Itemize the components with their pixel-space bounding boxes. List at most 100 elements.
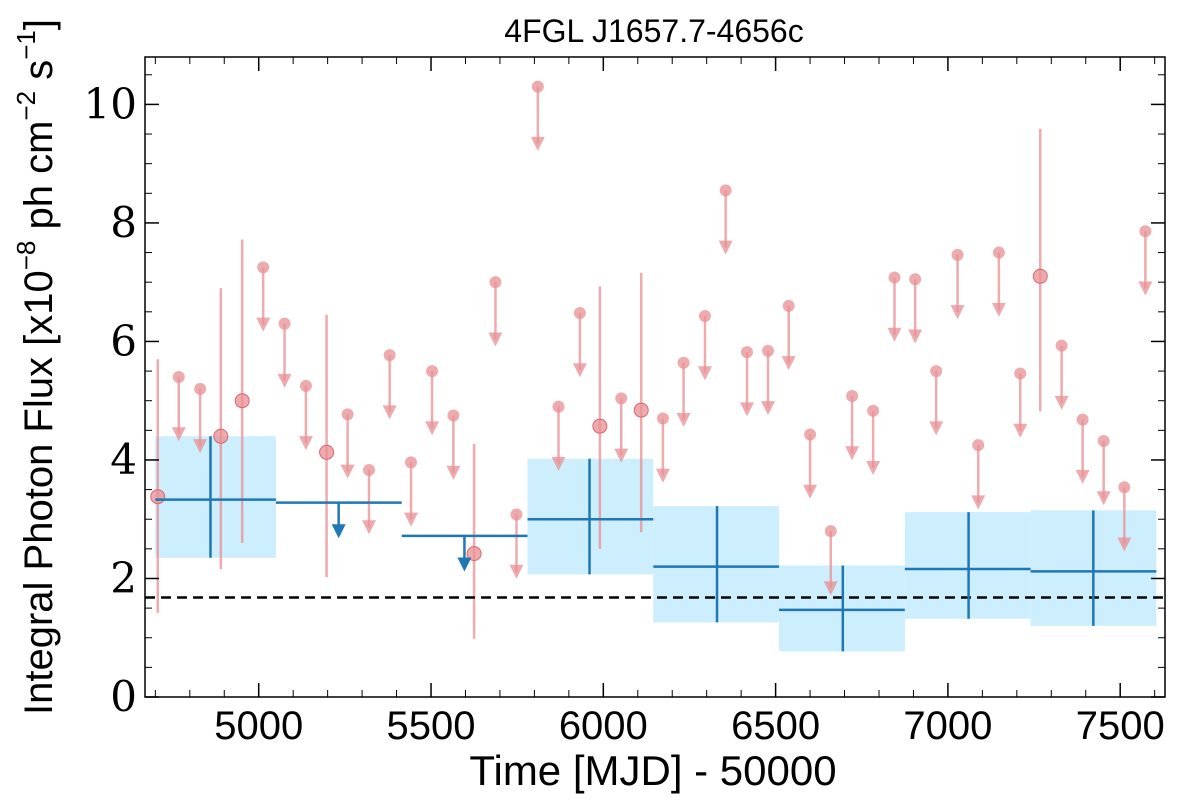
coarse-bin-series [155,436,1157,652]
fine-upper-limit-arrowhead [1054,395,1069,410]
fine-upper-limit-arrowhead [971,495,986,510]
fine-upper-limit-marker [741,346,754,359]
fine-upper-limit-marker [552,400,565,413]
fine-upper-limit-arrowhead [404,512,419,527]
fine-upper-limit-arrowhead [697,366,712,381]
fine-bin-series [150,80,1153,639]
fine-upper-limit-marker [489,276,502,289]
fine-upper-limit-arrowhead [1117,537,1132,552]
fine-upper-limit-marker [1097,435,1110,447]
x-tick-label: 7000 [903,704,992,748]
coarse-upper-limit-arrowhead [457,557,472,572]
fine-upper-limit-marker [656,412,669,425]
fine-upper-limit-arrowhead [845,446,860,461]
y-tick-label: 10 [84,79,137,128]
fine-upper-limit-arrowhead [171,427,186,442]
x-tick-label: 5000 [214,704,303,748]
x-tick-label: 6500 [731,704,820,748]
fine-upper-limit-arrowhead [950,305,965,320]
fine-upper-limit-arrowhead [740,402,755,417]
plot-axes: 5000 5500 6000 6500 7000 7500 0 2 4 6 8 10 [84,56,1166,748]
fine-upper-limit-marker [447,409,460,422]
fine-upper-limit-marker [677,356,690,369]
x-axis-title: Time [MJD] - 50000 [469,747,836,794]
chart-title: 4FGL J1657.7-4656c [504,13,803,49]
fine-upper-limit-marker [1139,225,1152,238]
fine-upper-limit-arrowhead [718,240,733,255]
fine-upper-limit-marker [426,365,439,378]
fine-upper-limit-arrowhead [866,461,881,476]
fine-upper-limit-arrowhead [781,356,796,371]
fine-upper-limit-marker [341,408,354,421]
fine-upper-limit-marker [762,344,775,357]
fine-upper-limit-arrowhead [761,401,776,416]
coarse-upper-limit-arrowhead [331,524,346,539]
fine-upper-limit-marker [1076,413,1089,426]
fine-upper-limit-arrowhead [908,329,923,344]
fine-upper-limit-marker [1014,367,1027,380]
fine-upper-limit-marker [782,299,795,312]
fine-upper-limit-marker [362,464,375,477]
fine-upper-limit-marker [909,273,922,286]
fine-detection-point [466,546,482,562]
fine-upper-limit-arrowhead [823,581,838,596]
coarse-bin-error-bands [155,436,1157,652]
y-axis-title: Integral Photon Flux [x10−8 ph cm−2 s−1] [11,19,61,715]
fine-detection-point [319,444,335,460]
fine-upper-limit-arrowhead [277,373,292,388]
fine-upper-limit-marker [194,382,207,395]
fine-upper-limit-arrowhead [1138,281,1153,296]
fine-upper-limit-arrowhead [446,465,461,480]
fine-upper-limit-arrowhead [298,436,313,451]
y-tick-label: 2 [110,553,137,602]
fine-upper-limit-marker [846,389,859,402]
fine-upper-limit-marker [573,307,586,319]
fine-upper-limit-arrowhead [887,327,902,342]
fine-upper-limit-marker [531,80,544,93]
fine-upper-limit-arrowhead [530,136,545,151]
fine-upper-limit-marker [972,439,985,452]
fine-upper-limit-arrowhead [1096,491,1111,506]
x-tick-label: 5500 [387,704,476,748]
fine-upper-limit-arrowhead [193,439,208,454]
fine-upper-limit-marker [867,404,880,417]
fine-upper-limit-marker [405,456,418,469]
fine-upper-limit-marker [1055,339,1068,352]
fine-detection-point [633,402,649,418]
y-tick-label: 0 [110,672,137,721]
fine-upper-limit-marker [698,309,711,322]
x-tick-label: 7500 [1076,704,1165,748]
fine-upper-limit-arrowhead [991,302,1006,317]
fine-detection-point [592,418,608,434]
fine-upper-limit-arrowhead [614,448,629,463]
fine-upper-limit-arrowhead [929,421,944,436]
plot-frame [144,56,1166,698]
fine-upper-limit-marker [257,261,270,274]
fine-upper-limit-marker [615,392,628,405]
fine-upper-limit-arrowhead [1013,423,1028,438]
fine-upper-limit-arrowhead [256,317,271,332]
fine-upper-limit-arrowhead [382,405,397,420]
y-tick-label: 4 [110,435,137,484]
fine-upper-limit-marker [888,271,901,284]
fine-upper-limit-arrowhead [551,456,566,471]
fine-upper-limit-marker [172,371,185,383]
fine-upper-limit-arrowhead [509,564,524,579]
fine-upper-limit-arrowhead [488,332,503,347]
fine-upper-limit-marker [719,184,732,197]
fine-upper-limit-arrowhead [676,413,691,428]
fine-upper-limit-arrowhead [1075,469,1090,484]
fine-upper-limit-marker [824,525,837,538]
y-tick-label: 8 [110,198,137,247]
coarse-bin-band [155,436,276,558]
fine-upper-limit-marker [930,365,943,378]
fine-upper-limit-marker [804,428,817,441]
fine-detection-point [234,393,250,409]
fine-detection-point [150,489,166,505]
fine-upper-limit-marker [278,317,291,330]
fine-detection-point [1032,268,1048,284]
fine-upper-limit-arrowhead [572,363,587,378]
x-tick-label: 6000 [559,704,648,748]
fine-detection-point [213,428,229,444]
